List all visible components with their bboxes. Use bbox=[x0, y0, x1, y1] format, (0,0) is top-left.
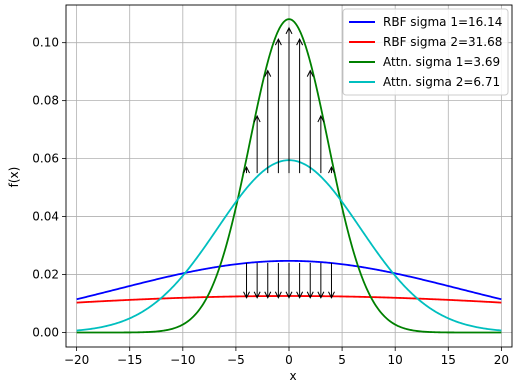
legend-box bbox=[342, 8, 509, 96]
x-tick-label: −15 bbox=[117, 353, 142, 367]
down-arrow-head bbox=[306, 291, 314, 299]
up-arrow-head bbox=[317, 114, 325, 123]
up-arrow-head bbox=[306, 69, 314, 77]
x-tick-label: −5 bbox=[227, 353, 245, 367]
up-arrow-head bbox=[243, 165, 250, 174]
y-axis-label: f(x) bbox=[7, 167, 21, 188]
down-arrow-head bbox=[285, 291, 293, 299]
up-arrow-head bbox=[274, 38, 282, 46]
down-arrow-head bbox=[264, 291, 272, 299]
legend-label: RBF sigma 2=31.68 bbox=[383, 35, 502, 49]
down-arrow-head bbox=[253, 291, 261, 299]
down-arrow-head bbox=[243, 291, 250, 299]
x-tick-label: 10 bbox=[388, 353, 403, 367]
y-tick-label: 0.00 bbox=[32, 326, 59, 340]
series-line bbox=[76, 18, 502, 334]
down-arrow-head bbox=[296, 291, 304, 299]
up-arrow-head bbox=[328, 165, 335, 174]
down-arrow-head bbox=[274, 291, 282, 299]
up-arrow-head bbox=[285, 26, 293, 35]
legend-label: Attn. sigma 1=3.69 bbox=[383, 55, 500, 69]
x-tick-label: 0 bbox=[285, 353, 293, 367]
up-arrow-head bbox=[264, 69, 272, 77]
y-tick-label: 0.06 bbox=[32, 152, 59, 166]
x-tick-label: −10 bbox=[170, 353, 195, 367]
plot-frame bbox=[65, 4, 513, 348]
down-arrow-head bbox=[328, 291, 335, 299]
down-arrow-head bbox=[317, 291, 325, 299]
up-arrow-head bbox=[296, 38, 304, 46]
y-tick-label: 0.02 bbox=[32, 268, 59, 282]
x-tick-label: −20 bbox=[64, 353, 89, 367]
series-line bbox=[76, 259, 502, 301]
legend-label: RBF sigma 1=16.14 bbox=[383, 15, 502, 29]
x-axis-label: x bbox=[289, 369, 296, 383]
y-tick-label: 0.04 bbox=[32, 210, 59, 224]
x-tick-label: 15 bbox=[441, 353, 456, 367]
x-tick-label: 5 bbox=[338, 353, 346, 367]
legend-label: Attn. sigma 2=6.71 bbox=[383, 75, 500, 89]
up-arrow-head bbox=[253, 114, 261, 123]
x-tick-label: 20 bbox=[494, 353, 509, 367]
y-tick-label: 0.10 bbox=[32, 36, 59, 50]
y-tick-label: 0.08 bbox=[32, 94, 59, 108]
